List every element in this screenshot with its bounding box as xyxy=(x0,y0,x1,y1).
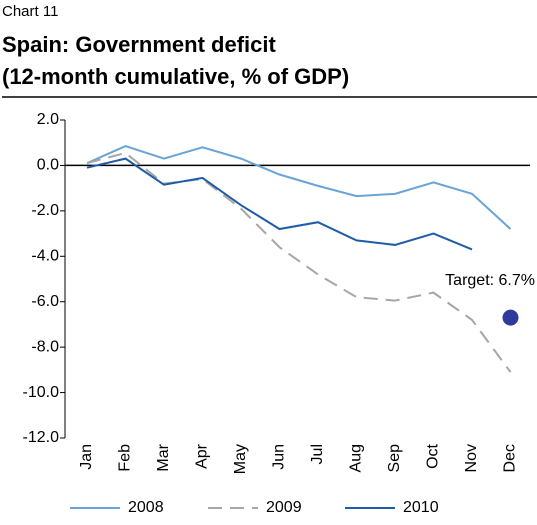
chart-subtitle: (12-month cumulative, % of GDP) xyxy=(2,64,349,89)
chart-title: Spain: Government deficit xyxy=(2,32,276,57)
y-tick-label: 2.0 xyxy=(37,111,59,128)
y-tick-label: -6.0 xyxy=(31,293,59,310)
target-dot xyxy=(502,309,519,326)
legend-label: 2010 xyxy=(403,499,439,516)
x-tick-label: Nov xyxy=(463,444,480,472)
target-label: Target: 6.7% xyxy=(445,272,535,289)
y-tick-label: -4.0 xyxy=(31,248,59,265)
y-tick-label: -10.0 xyxy=(23,384,60,401)
x-tick-label: Mar xyxy=(155,443,172,471)
series-line xyxy=(86,145,512,230)
series-line xyxy=(86,157,473,251)
y-tick-label: 0.0 xyxy=(37,157,59,174)
x-tick-label: Apr xyxy=(194,443,211,469)
legend-label: 2009 xyxy=(266,499,302,516)
x-tick-label: Dec xyxy=(502,444,519,472)
x-tick-label: Feb xyxy=(117,444,134,472)
x-tick-label: Jan xyxy=(78,444,95,470)
series-line xyxy=(86,151,512,373)
chart-label: Chart 11 xyxy=(2,3,58,20)
y-tick-label: -2.0 xyxy=(31,202,59,219)
y-tick-label: -8.0 xyxy=(31,338,59,355)
x-tick-label: Aug xyxy=(348,444,365,472)
x-tick-label: Sep xyxy=(386,444,403,473)
x-tick-label: Jun xyxy=(271,444,288,470)
x-tick-label: Jul xyxy=(309,444,326,464)
x-tick-label: Oct xyxy=(425,443,442,468)
legend-label: 2008 xyxy=(128,499,164,516)
y-tick-label: -12.0 xyxy=(23,429,60,446)
x-tick-label: May xyxy=(232,444,249,474)
